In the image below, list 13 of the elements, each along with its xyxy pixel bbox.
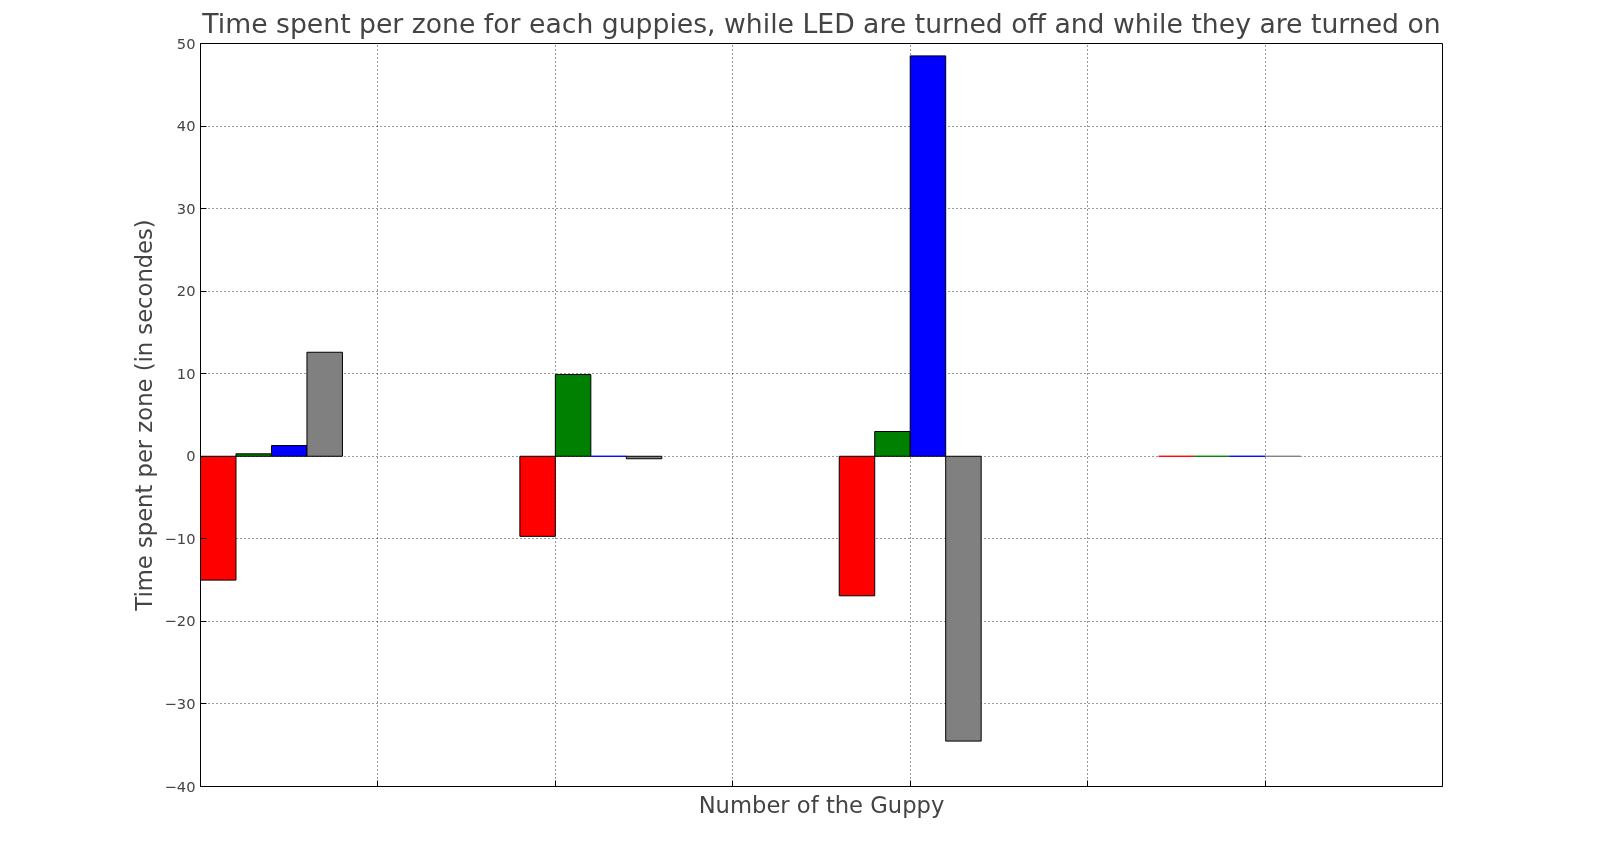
y-tick-label: 30 xyxy=(176,199,196,217)
y-tick-label: −30 xyxy=(164,694,196,712)
y-tick-label: 40 xyxy=(176,117,196,135)
y-tick-label: 20 xyxy=(176,282,196,300)
chart-title: Time spent per zone for each guppies, while LED are turned off and while they are turned on xyxy=(201,7,1441,39)
y-tick-label: −40 xyxy=(164,777,196,795)
x-axis-title: Number of the Guppy xyxy=(698,791,945,818)
y-tick-label: 50 xyxy=(176,34,196,52)
y-tick-label: −10 xyxy=(164,529,196,547)
y-tick-label: 10 xyxy=(176,364,196,382)
y-tick-label: 0 xyxy=(186,447,196,465)
y-axis-title: Time spent per zone (in secondes) xyxy=(130,219,157,612)
y-tick-label: −20 xyxy=(164,612,196,630)
